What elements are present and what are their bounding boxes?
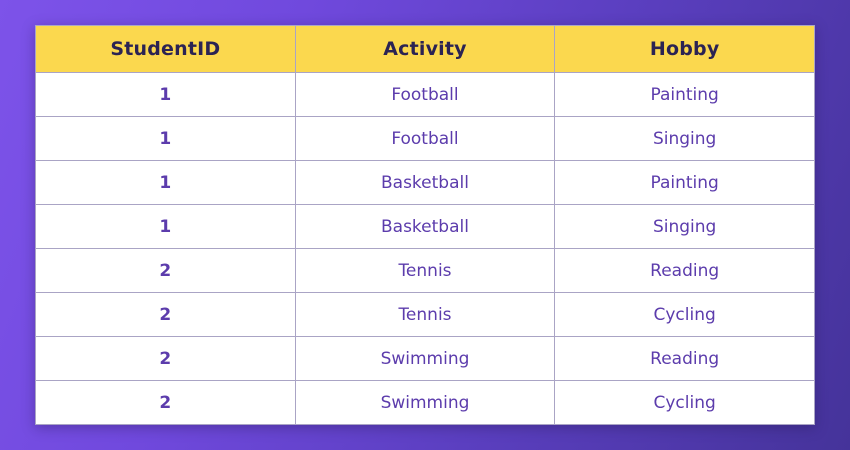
table-row: 2 Swimming Cycling <box>35 380 815 425</box>
column-header-activity: Activity <box>294 25 556 73</box>
column-header-studentid: StudentID <box>35 25 296 73</box>
studentid-cell: 2 <box>35 248 296 293</box>
activity-cell: Basketball <box>294 204 556 249</box>
hobby-cell: Cycling <box>554 292 815 337</box>
studentid-cell: 2 <box>35 292 296 337</box>
table-row: 2 Tennis Reading <box>35 248 815 293</box>
data-table: StudentID Activity Hobby 1 Football Painting… <box>35 25 815 425</box>
hobby-cell: Painting <box>554 72 815 117</box>
table-row: 1 Football Painting <box>35 72 815 117</box>
activity-cell: Football <box>294 116 556 161</box>
table-body: 1 Football Painting 1 Football Singing 1 Basket… <box>35 72 815 425</box>
studentid-cell: 1 <box>35 116 296 161</box>
studentid-cell: 2 <box>35 336 296 381</box>
activity-cell: Tennis <box>294 292 556 337</box>
activity-cell: Swimming <box>294 336 556 381</box>
studentid-cell: 1 <box>35 160 296 205</box>
activity-cell: Football <box>294 72 556 117</box>
hobby-cell: Singing <box>554 116 815 161</box>
activity-cell: Basketball <box>294 160 556 205</box>
table-row: 1 Football Singing <box>35 116 815 161</box>
hobby-cell: Reading <box>554 336 815 381</box>
table-row: 2 Swimming Reading <box>35 336 815 381</box>
studentid-cell: 2 <box>35 380 296 425</box>
activity-cell: Tennis <box>294 248 556 293</box>
hobby-cell: Cycling <box>554 380 815 425</box>
hobby-cell: Reading <box>554 248 815 293</box>
table-header: StudentID Activity Hobby <box>35 25 815 73</box>
studentid-cell: 1 <box>35 204 296 249</box>
hobby-cell: Singing <box>554 204 815 249</box>
student-activity-hobby-table: StudentID Activity Hobby 1 Football Painting… <box>35 25 815 425</box>
table-row: 1 Basketball Singing <box>35 204 815 249</box>
column-header-hobby: Hobby <box>554 25 815 73</box>
table-row: 2 Tennis Cycling <box>35 292 815 337</box>
table-row: 1 Basketball Painting <box>35 160 815 205</box>
table-header-row: StudentID Activity Hobby <box>35 25 815 73</box>
studentid-cell: 1 <box>35 72 296 117</box>
hobby-cell: Painting <box>554 160 815 205</box>
activity-cell: Swimming <box>294 380 556 425</box>
